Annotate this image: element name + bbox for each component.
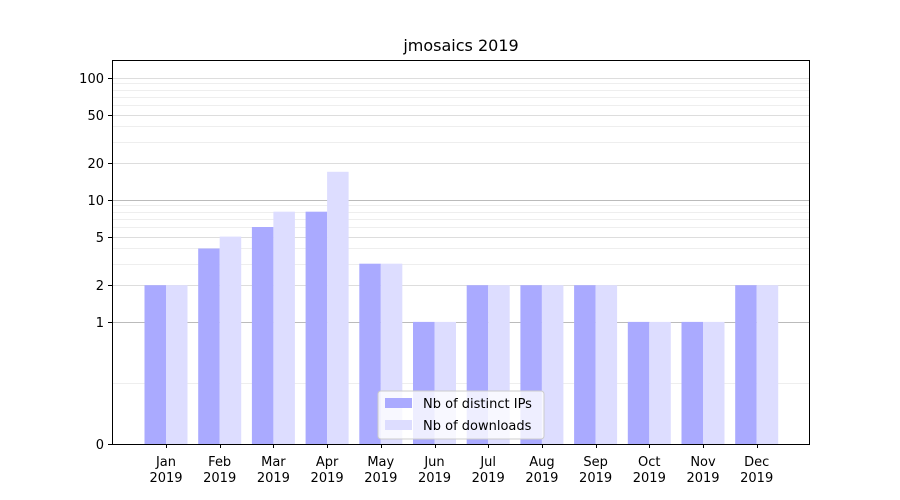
- legend-swatch-distinct-ips: [385, 398, 412, 408]
- bar-downloads: [166, 285, 188, 444]
- y-tick-label: 10: [87, 194, 104, 209]
- bars: [144, 171, 779, 445]
- bar-downloads: [273, 211, 295, 444]
- y-tick-label: 50: [87, 109, 104, 124]
- bar-downloads: [756, 285, 779, 444]
- x-tick-label: Aug 2019: [525, 455, 558, 486]
- legend-swatch-downloads: [385, 420, 412, 430]
- chart-title: jmosaics 2019: [402, 36, 518, 55]
- plot-frame: [112, 60, 810, 445]
- y-tick-label: 2: [96, 279, 104, 294]
- y-axis: 0 1 2 5 10 20 50 100: [79, 72, 112, 453]
- x-tick-label: Oct 2019: [633, 455, 666, 486]
- x-tick-label: Jun 2019: [418, 455, 451, 486]
- bar-downloads: [219, 236, 242, 444]
- bar-distinct-ips: [627, 321, 650, 444]
- bar-distinct-ips: [574, 285, 596, 444]
- x-tick-label: May 2019: [364, 455, 397, 486]
- x-tick-label: Sep 2019: [579, 455, 612, 486]
- bar-distinct-ips: [735, 285, 757, 444]
- bar-downloads: [327, 171, 349, 445]
- bar-distinct-ips: [251, 227, 274, 444]
- bar-downloads: [703, 321, 725, 444]
- legend-label-distinct-ips: Nb of distinct IPs: [423, 397, 532, 412]
- legend-box: [377, 390, 545, 440]
- legend: Nb of distinct IPs Nb of downloads: [377, 390, 545, 440]
- x-tick-label: Jul 2019: [472, 455, 505, 486]
- x-tick-label: Jan 2019: [149, 455, 182, 486]
- x-tick-label: Apr 2019: [311, 455, 344, 486]
- bar-downloads: [595, 285, 618, 444]
- x-tick-label: Nov 2019: [686, 455, 719, 486]
- y-tick-label: 5: [96, 231, 104, 246]
- x-tick-label: Mar 2019: [257, 455, 290, 486]
- x-tick-label: Dec 2019: [740, 455, 773, 486]
- bar-downloads: [649, 321, 671, 444]
- bar-distinct-ips: [359, 263, 381, 444]
- y-tick-label: 100: [79, 72, 104, 87]
- y-tick-label: 0: [96, 438, 104, 453]
- bar-distinct-ips: [198, 248, 220, 444]
- y-tick-label: 20: [87, 157, 104, 172]
- x-axis: Jan 2019 Feb 2019 Mar 2019 Apr 2019 May 2019 Jun 20…: [149, 444, 773, 486]
- bar-downloads: [541, 285, 564, 444]
- bar-distinct-ips: [681, 321, 703, 444]
- y-tick-label: 1: [96, 316, 104, 331]
- legend-label-downloads: Nb of downloads: [423, 419, 532, 434]
- x-tick-label: Feb 2019: [203, 455, 236, 486]
- bar-distinct-ips: [144, 285, 166, 444]
- bar-distinct-ips: [305, 211, 328, 444]
